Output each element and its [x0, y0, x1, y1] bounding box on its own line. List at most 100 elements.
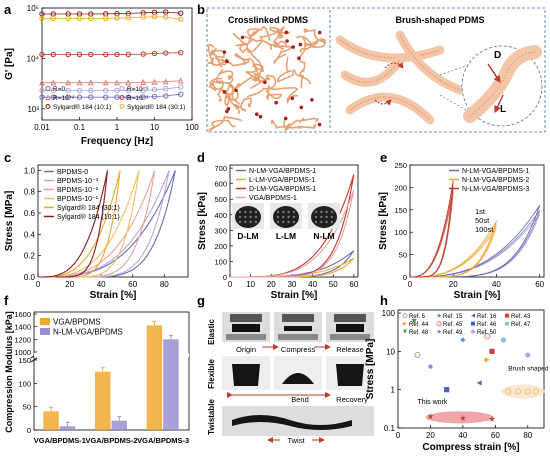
crosslink-point	[284, 30, 289, 35]
annotation-50st: 50st	[475, 216, 490, 225]
panel-h-point	[427, 364, 434, 370]
panel-a-point	[87, 79, 94, 86]
polymer-chain	[209, 77, 238, 110]
polymer-chain	[298, 36, 307, 89]
crosslink-point	[317, 30, 322, 35]
polymer-chain	[303, 28, 326, 48]
panel-e-cycle-loop	[410, 187, 454, 278]
panel-c-xtick-label: 40	[97, 280, 106, 289]
press-head	[282, 314, 314, 322]
panel-f-bar	[111, 420, 127, 430]
crosslink-point	[291, 45, 295, 49]
crosslink-point	[222, 90, 227, 94]
panel-a-point	[140, 94, 146, 100]
panel-a-legend-marker	[119, 86, 125, 91]
crosslink-point	[310, 98, 314, 102]
polymer-chain	[277, 57, 312, 85]
label-d: D	[494, 50, 501, 61]
polymer-chain	[208, 80, 224, 102]
panel-h-legend-marker	[471, 313, 475, 318]
zoom-guide	[439, 65, 467, 76]
panel-a-point	[151, 86, 158, 93]
panel-e-ytick-label: 0	[403, 273, 407, 282]
zoom-guide	[439, 94, 467, 111]
panel-h-legend-label: Ref. 44	[409, 322, 429, 328]
sample-twisted	[232, 415, 352, 430]
panel-h-xtick-label: 20	[426, 431, 435, 440]
panel-a-legend-label: Sylgard® 184 (30:1)	[127, 103, 185, 111]
panel-h-ylabel: Stress [MPa]	[365, 339, 376, 400]
panel-a-point	[114, 51, 120, 58]
panel-h-ytick-label: 0.1	[384, 424, 396, 433]
polymer-chain	[244, 35, 285, 51]
panel-e-ytick-label: 50	[399, 251, 407, 260]
panel-f-category-label: VGA/BPDMS-2	[85, 436, 137, 445]
panel-c-xtick-label: 0	[36, 280, 41, 289]
panel-a-legend-marker	[45, 94, 51, 100]
panel-d-legend-label: L-LM-VGA/BPDMS-1	[249, 177, 315, 184]
panel-a-legend-marker	[45, 86, 51, 91]
panel-h-ytick-label: 10	[386, 347, 395, 356]
panel-a-series	[39, 9, 184, 17]
panel-a-point	[151, 93, 158, 100]
panel-a-series	[38, 77, 184, 86]
photo-label: L-LM	[276, 231, 296, 241]
panel-a-legend-marker	[119, 104, 125, 109]
polymer-chain	[234, 97, 253, 115]
panel-a-point	[76, 87, 83, 94]
crosslink-point	[290, 96, 295, 101]
panel-a-xtick-label: 0.01	[34, 123, 50, 132]
zoom-sidechains	[469, 51, 536, 117]
polymer-chain	[269, 26, 291, 43]
sample-bent	[232, 364, 260, 386]
panel-d-ylabel: Stress [kPa]	[197, 192, 208, 250]
panel-d-ytick-label: 100	[214, 257, 227, 266]
crosslink-point	[299, 105, 304, 110]
panel-e-frame	[409, 164, 545, 278]
sample-dot	[330, 215, 334, 219]
panel-e-ytick-label: 200	[394, 183, 407, 192]
panel-a-point	[125, 87, 131, 94]
crosslink-point	[234, 88, 238, 93]
caption-bend: Bend	[291, 395, 309, 404]
panel-h-point	[514, 388, 522, 395]
annotation-this-work: This work	[417, 399, 447, 406]
panel-h-xtick-label: 60	[491, 431, 500, 440]
panel-letter-e: e	[380, 150, 387, 165]
panel-h-point	[427, 413, 434, 420]
panel-h-legend-marker	[436, 321, 442, 327]
panel-a-series-line	[42, 16, 181, 20]
panel-h-point	[489, 348, 495, 354]
panel-b-right-title: Brush-shaped PDMS	[395, 15, 484, 25]
panel-h-legend-label: Ref. 43	[511, 314, 531, 320]
panel-f-legend-swatch	[40, 318, 50, 325]
panel-h-frame	[397, 309, 545, 429]
panel-a-series	[39, 49, 184, 58]
sample-dot	[238, 215, 242, 219]
panel-g-row-label: Elastic	[207, 319, 216, 345]
panel-a-point	[140, 79, 147, 86]
press-head	[230, 314, 262, 322]
sample-body	[336, 324, 364, 332]
panel-a-point	[65, 94, 71, 100]
panel-h-point	[444, 387, 450, 393]
annotation-1st: 1st	[475, 207, 486, 216]
panel-h-point	[505, 388, 512, 395]
panel-a-point	[103, 87, 109, 94]
sample-dot	[244, 210, 247, 214]
panel-h-ytick-label: 100	[382, 309, 396, 318]
panel-h-xtick-label: 80	[523, 431, 532, 440]
panel-d-legend-label: N-LM-VGA/BPDMS-1	[249, 168, 316, 175]
panel-letter-d: d	[197, 150, 205, 165]
panel-e-ytick-label: 100	[394, 228, 407, 237]
panel-d-legend-label: D-LM-VGA/BPDMS-1	[249, 186, 316, 193]
panel-h-chart: 0 20 40 60 80 0.1 1 10 100 Ref. 5 Ref. 44 Ref. 48 Re…	[365, 309, 550, 453]
panel-f-category-label: VGA/BPDMS-3	[137, 436, 189, 445]
panel-a-point	[103, 15, 109, 21]
panel-a-xtick-label: 100	[185, 123, 199, 132]
panel-a-legend-label: Sylgard® 184 (10:1)	[53, 103, 111, 111]
panel-a-point	[103, 94, 109, 100]
panel-d-legend-label: VGA/BPDMS-1	[249, 195, 297, 202]
diameter-arrow	[487, 63, 501, 83]
panel-a-point	[113, 79, 121, 86]
